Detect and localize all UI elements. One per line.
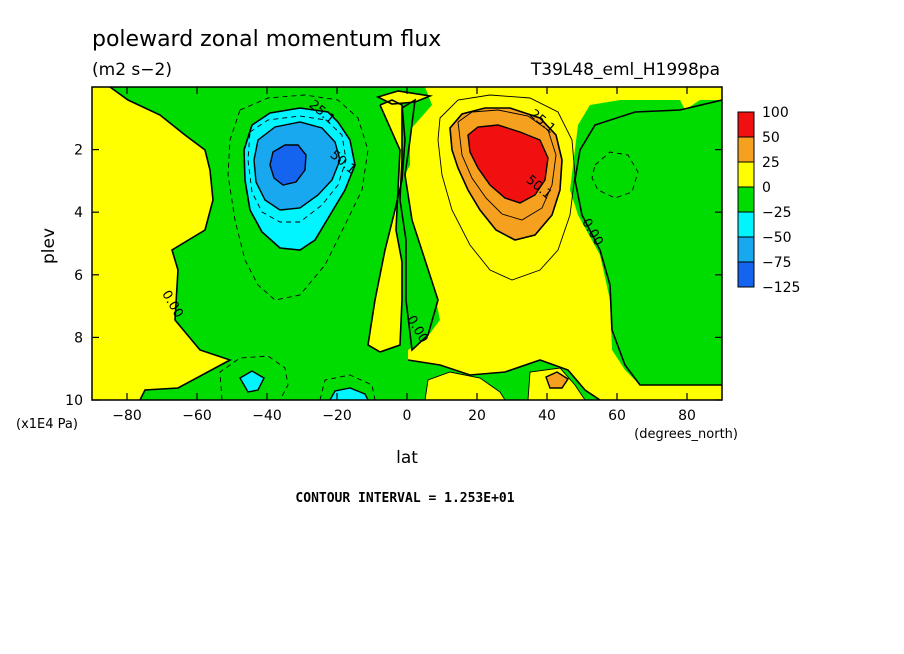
contour-zero-left [109,87,233,400]
y-axis-title: plev [39,228,59,264]
region-green-right-strip [400,100,438,350]
colorbar-level-label: 0 [762,180,771,196]
region-yellow-left [92,87,230,400]
region-blue-core [270,145,306,185]
colorbar-swatch [737,136,755,163]
contour-zero-eq-right [399,98,439,352]
x-tick-label: −40 [252,408,282,424]
colorbar-level-label: −75 [762,255,792,271]
contour-dashed-bottom-mid [319,374,376,400]
colorbar-level-label: 25 [762,155,780,171]
contour-neg-25 [243,107,356,251]
y-axis: 2 4 6 8 10 [65,143,722,409]
contour-zero-eq-left [367,99,406,353]
region-cyan-surface-1 [240,371,264,392]
contour-pos-thin-inner [457,109,557,221]
x-axis-title: lat [396,448,418,468]
contour-pos-50 [467,124,549,204]
contour-interval-label: CONTOUR INTERVAL = 1.253E+01 [295,491,514,506]
colorbar-swatch [737,211,755,238]
x-tick-label: 80 [678,408,696,424]
colorbar-level-label: −50 [762,230,792,246]
x-axis-units: (degrees_north) [634,427,738,442]
chart-title: poleward zonal momentum flux [92,27,441,52]
contour-zero-bottom [407,359,601,400]
colorbar-level-label: −125 [762,280,800,296]
colorbar-swatch [737,261,755,288]
contour-bottom-yellow-2 [527,367,586,400]
y-tick-label: 2 [74,143,83,159]
plot-area: 25.150.125.150.10.000.000.00 −80 −60 −40 −2… [65,86,723,424]
contour-dashed-bottom-left [219,355,289,400]
x-axis: −80 −60 −40 −20 0 20 40 60 80 [112,87,696,424]
contour-zero-right [574,99,722,386]
contour-surface-orange [545,371,569,389]
y-tick-label: 6 [74,268,83,284]
y-axis-units: (x1E4 Pa) [16,417,78,432]
contour-pos-25 [449,107,563,241]
x-tick-label: 0 [403,408,412,424]
x-tick-label: −20 [322,408,352,424]
contour-top-sliver [375,90,434,105]
dataset-label: T39L48_eml_H1998pa [530,60,720,80]
x-tick-label: 40 [538,408,556,424]
colorbar-swatch [737,161,755,188]
contour-neg-dashed-inner [247,115,347,223]
colorbar-swatch [737,236,755,263]
x-tick-label: 20 [468,408,486,424]
contour-surface-2 [329,387,369,400]
region-cyan-surface-2 [330,388,368,400]
x-tick-label: 60 [608,408,626,424]
y-tick-label: 10 [65,393,83,409]
y-tick-label: 4 [74,205,83,221]
contour-lines [109,87,722,400]
contour-pos-thin-outer [437,94,576,281]
x-tick-label: −60 [182,408,212,424]
contour-neg-50 [253,121,341,211]
colorbar-level-label: −25 [762,205,792,221]
colorbar-swatch [737,111,755,138]
colorbar-level-label: 50 [762,130,780,146]
region-yellow-bottom-inner [425,372,505,400]
contour-neg-75 [269,144,307,186]
colorbar: 100 50 25 0 −25 −50 −75 −125 [737,105,800,296]
contour-surface-1 [239,370,265,393]
colorbar-level-label: 100 [762,105,789,121]
region-red-north [468,125,548,203]
colorbar-swatch [737,186,755,213]
y-tick-label: 8 [74,330,83,346]
x-tick-label: −80 [112,408,142,424]
contour-bottom-yellow-1 [424,371,506,400]
chart-units: (m2 s−2) [92,60,172,80]
